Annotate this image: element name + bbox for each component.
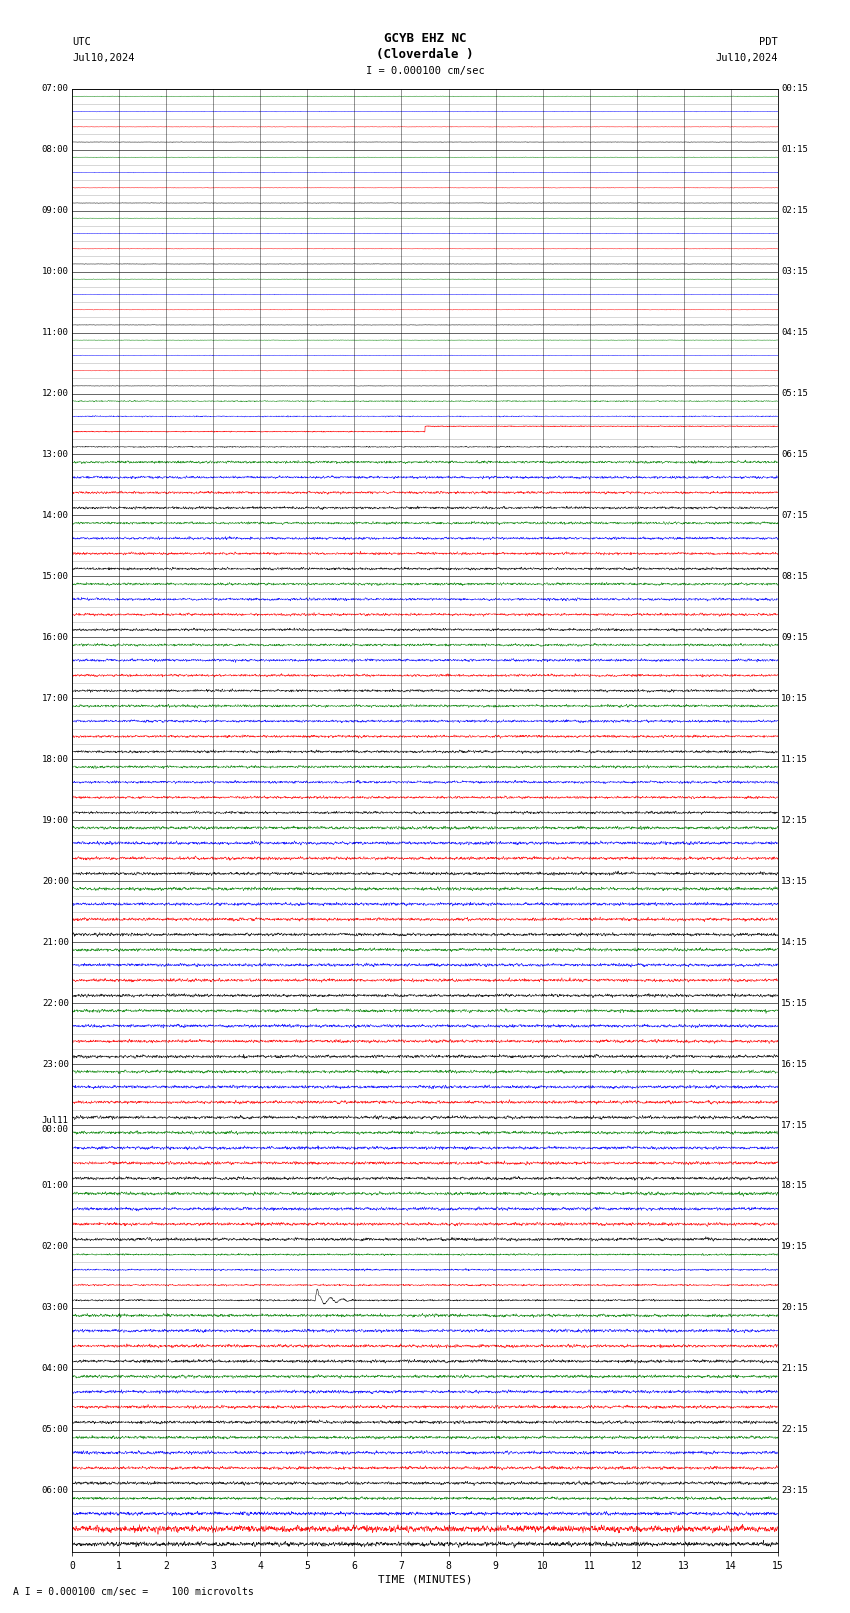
Text: 22:00: 22:00 [42, 998, 69, 1008]
Text: 12:00: 12:00 [42, 389, 69, 398]
Text: 11:00: 11:00 [42, 327, 69, 337]
Text: 21:15: 21:15 [781, 1365, 808, 1373]
Text: GCYB EHZ NC: GCYB EHZ NC [383, 32, 467, 45]
Text: 15:00: 15:00 [42, 573, 69, 581]
Text: 13:15: 13:15 [781, 877, 808, 886]
Text: 18:15: 18:15 [781, 1181, 808, 1190]
Text: 10:00: 10:00 [42, 268, 69, 276]
Text: 04:15: 04:15 [781, 327, 808, 337]
Text: 04:00: 04:00 [42, 1365, 69, 1373]
Text: 19:00: 19:00 [42, 816, 69, 824]
Text: PDT: PDT [759, 37, 778, 47]
Text: 00:00: 00:00 [42, 1124, 69, 1134]
Text: 02:15: 02:15 [781, 206, 808, 215]
Text: UTC: UTC [72, 37, 91, 47]
Text: 12:15: 12:15 [781, 816, 808, 824]
Text: 22:15: 22:15 [781, 1426, 808, 1434]
Text: 17:15: 17:15 [781, 1121, 808, 1129]
Text: (Cloverdale ): (Cloverdale ) [377, 48, 473, 61]
Text: 17:00: 17:00 [42, 694, 69, 703]
Text: 01:15: 01:15 [781, 145, 808, 155]
X-axis label: TIME (MINUTES): TIME (MINUTES) [377, 1574, 473, 1586]
Text: 06:15: 06:15 [781, 450, 808, 460]
Text: A I = 0.000100 cm/sec =    100 microvolts: A I = 0.000100 cm/sec = 100 microvolts [13, 1587, 253, 1597]
Text: 20:00: 20:00 [42, 877, 69, 886]
Text: I = 0.000100 cm/sec: I = 0.000100 cm/sec [366, 66, 484, 76]
Text: 02:00: 02:00 [42, 1242, 69, 1252]
Text: 19:15: 19:15 [781, 1242, 808, 1252]
Text: 09:00: 09:00 [42, 206, 69, 215]
Text: Jul10,2024: Jul10,2024 [715, 53, 778, 63]
Text: 23:15: 23:15 [781, 1486, 808, 1495]
Text: 20:15: 20:15 [781, 1303, 808, 1313]
Text: 07:00: 07:00 [42, 84, 69, 94]
Text: 00:15: 00:15 [781, 84, 808, 94]
Text: 14:00: 14:00 [42, 511, 69, 519]
Text: 05:00: 05:00 [42, 1426, 69, 1434]
Text: Jul10,2024: Jul10,2024 [72, 53, 135, 63]
Text: 03:15: 03:15 [781, 268, 808, 276]
Text: 08:15: 08:15 [781, 573, 808, 581]
Text: 16:00: 16:00 [42, 632, 69, 642]
Text: 18:00: 18:00 [42, 755, 69, 763]
Text: 03:00: 03:00 [42, 1303, 69, 1313]
Text: 16:15: 16:15 [781, 1060, 808, 1068]
Text: 13:00: 13:00 [42, 450, 69, 460]
Text: 14:15: 14:15 [781, 937, 808, 947]
Text: 05:15: 05:15 [781, 389, 808, 398]
Text: 06:00: 06:00 [42, 1486, 69, 1495]
Text: 01:00: 01:00 [42, 1181, 69, 1190]
Text: 21:00: 21:00 [42, 937, 69, 947]
Text: 09:15: 09:15 [781, 632, 808, 642]
Text: 07:15: 07:15 [781, 511, 808, 519]
Text: 23:00: 23:00 [42, 1060, 69, 1068]
Text: 10:15: 10:15 [781, 694, 808, 703]
Text: 11:15: 11:15 [781, 755, 808, 763]
Text: Jul11: Jul11 [42, 1116, 69, 1124]
Text: 15:15: 15:15 [781, 998, 808, 1008]
Text: 08:00: 08:00 [42, 145, 69, 155]
